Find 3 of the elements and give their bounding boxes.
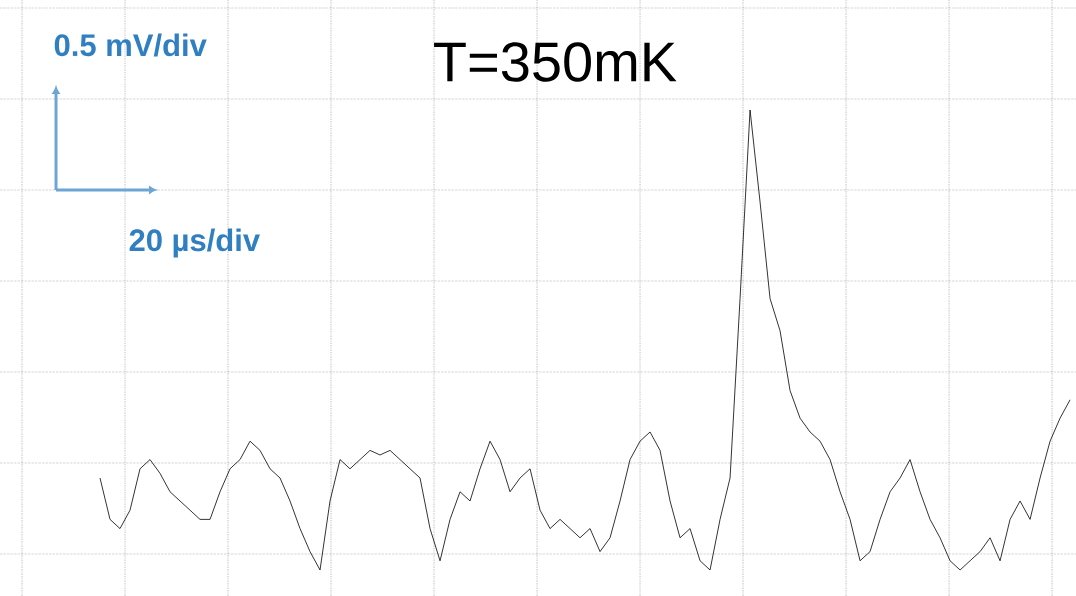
- annotation: 20 µs/div: [129, 228, 260, 258]
- chart-title: T=350mK: [434, 42, 677, 82]
- text: 0.5 mV/div: [54, 33, 207, 57]
